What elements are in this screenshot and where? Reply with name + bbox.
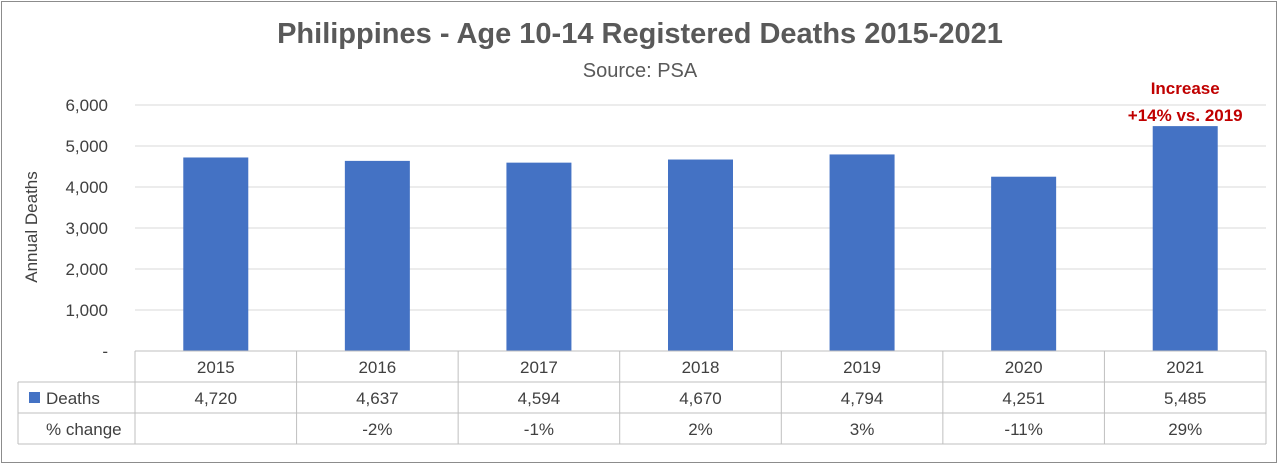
table-cell: 5,485 — [1164, 389, 1207, 408]
x-tick-label: 2020 — [1005, 358, 1043, 377]
table-cell: 4,637 — [356, 389, 399, 408]
bar — [344, 160, 410, 351]
bar — [668, 159, 733, 351]
x-tick-label: 2015 — [197, 358, 235, 377]
x-tick-label: 2021 — [1166, 358, 1204, 377]
y-tick-label: 2,000 — [65, 260, 108, 279]
y-tick-label: 5,000 — [65, 137, 108, 156]
table-cell: 2% — [688, 420, 713, 439]
y-tick-label: 6,000 — [65, 96, 108, 115]
gridlines — [135, 104, 1266, 311]
table-cell: 29% — [1168, 420, 1202, 439]
bar — [829, 154, 895, 351]
table-cell: -11% — [1004, 420, 1042, 439]
table-cell: 4,794 — [841, 389, 884, 408]
table-row-label: % change — [46, 420, 122, 439]
data-table: 2015 2016 2017 2018 2019 2020 2021 Deaths 4,720 4… — [17, 350, 1267, 445]
y-axis-ticks: - 1,000 2,000 3,000 4,000 5,000 6,000 — [65, 96, 108, 361]
annotation: Increase +14% vs. 2019 — [1128, 79, 1243, 125]
table-cell: -2% — [362, 420, 392, 439]
legend-key — [29, 392, 40, 403]
x-tick-label: 2017 — [520, 358, 558, 377]
y-tick-label: 4,000 — [65, 178, 108, 197]
table-cell: 3% — [850, 420, 875, 439]
table-cell: 4,670 — [679, 389, 722, 408]
bar — [991, 176, 1057, 351]
x-tick-label: 2018 — [682, 358, 720, 377]
bar — [183, 157, 249, 351]
table-cell: 4,720 — [195, 389, 238, 408]
y-tick-label: - — [102, 342, 108, 361]
table-cell: -1% — [524, 420, 554, 439]
y-axis-label: Annual Deaths — [22, 171, 41, 283]
chart-title: Philippines - Age 10-14 Registered Death… — [277, 18, 1003, 50]
table-cell: 4,251 — [1002, 389, 1045, 408]
y-tick-label: 3,000 — [65, 219, 108, 238]
bars — [183, 126, 1218, 352]
chart-subtitle: Source: PSA — [583, 60, 698, 82]
annotation-text: +14% vs. 2019 — [1128, 106, 1243, 125]
x-tick-label: 2019 — [843, 358, 881, 377]
bar — [1152, 126, 1218, 352]
y-tick-label: 1,000 — [65, 301, 108, 320]
table-cell: 4,594 — [518, 389, 561, 408]
x-tick-label: 2016 — [358, 358, 396, 377]
bar — [506, 162, 572, 351]
table-row-label: Deaths — [46, 389, 100, 408]
annotation-text: Increase — [1151, 79, 1220, 98]
